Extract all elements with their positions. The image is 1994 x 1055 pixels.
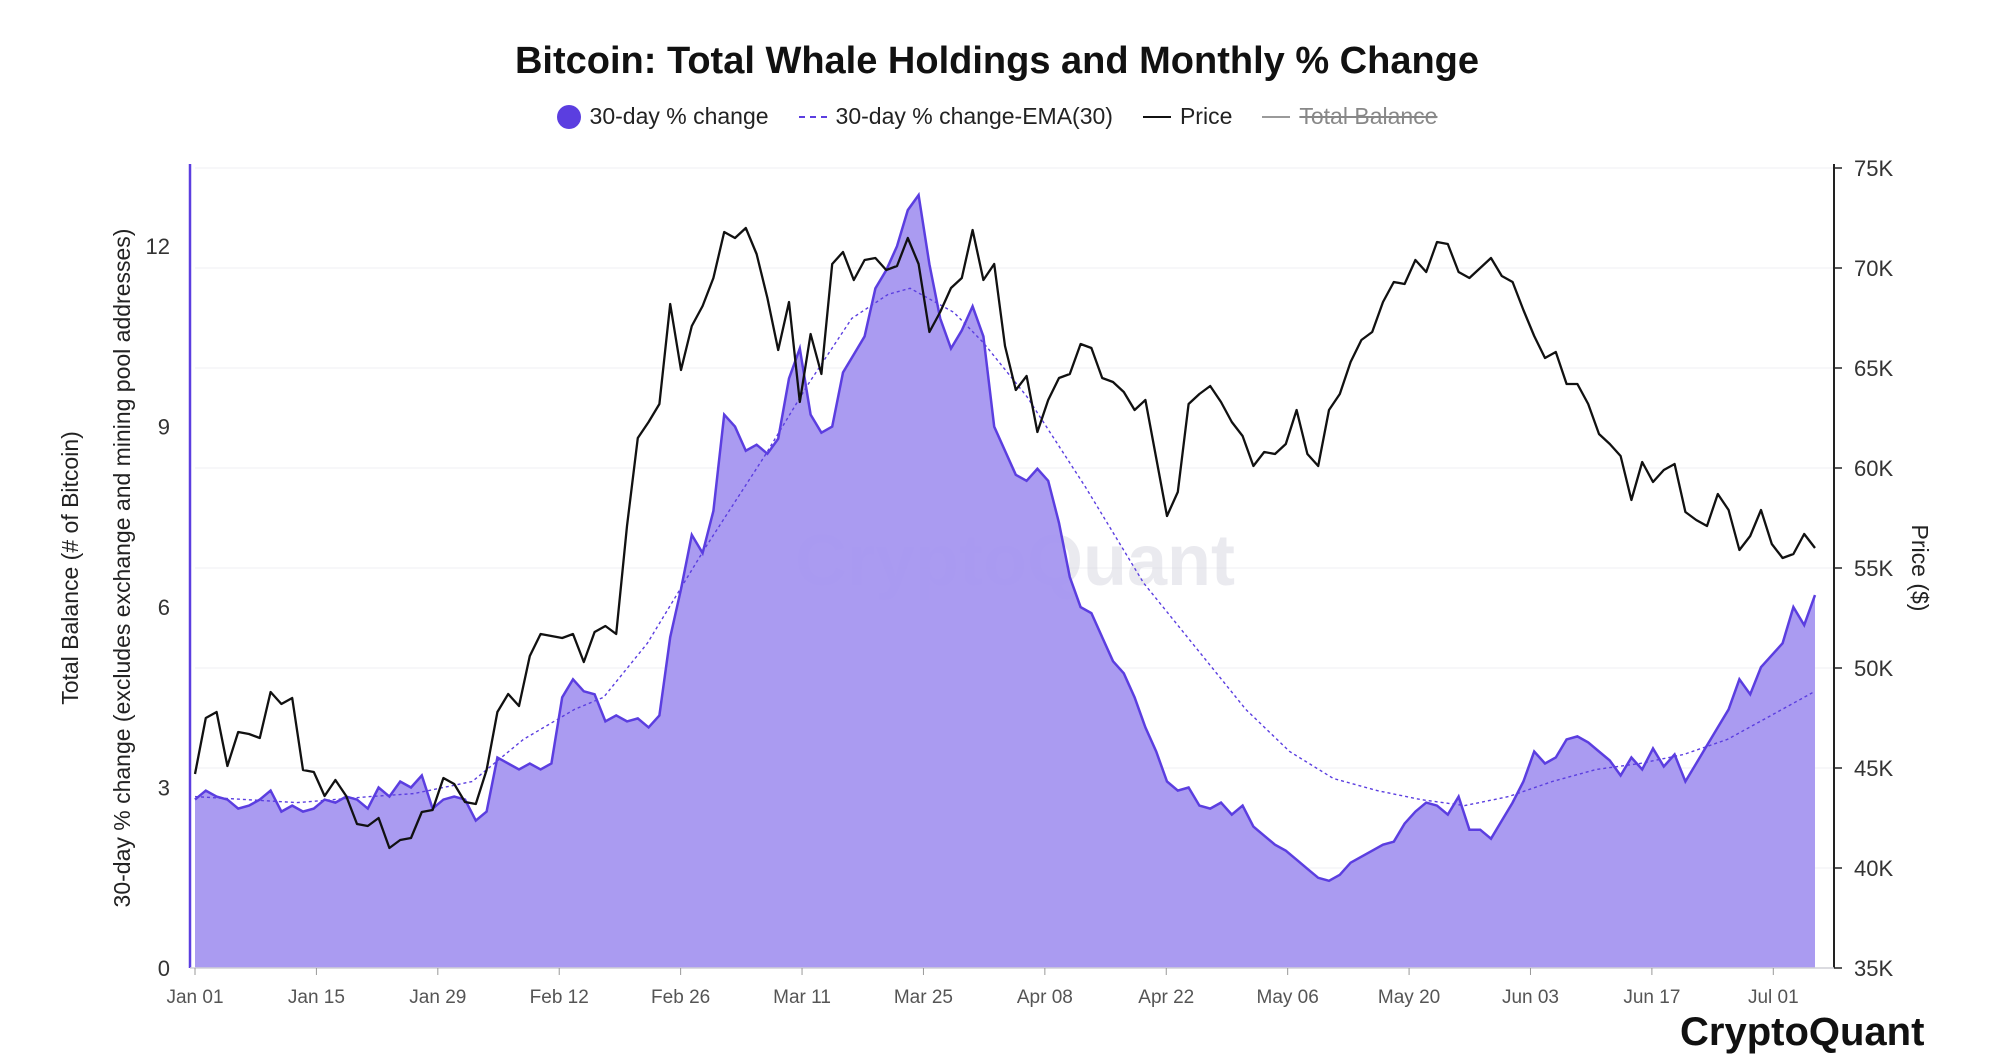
legend-label: Total Balance xyxy=(1299,103,1438,129)
y-right-tick-label: 65K xyxy=(1854,356,1893,381)
legend-item-ema[interactable]: 30-day % change-EMA(30) xyxy=(798,103,1113,130)
x-tick-label: Jan 15 xyxy=(288,987,345,1008)
series-ema-line xyxy=(194,287,1816,807)
legend-item-30-day-change[interactable]: 30-day % change xyxy=(556,103,769,130)
y-right-tick-label: 75K xyxy=(1854,156,1893,181)
legend-dashed-line-icon xyxy=(798,115,827,118)
brand-logo-text: CryptoQuant xyxy=(1680,1010,1925,1054)
legend-label: Price xyxy=(1179,103,1233,129)
x-tick-label: May 06 xyxy=(1257,987,1319,1008)
y-left-tick-label: 9 xyxy=(158,415,170,440)
x-tick-label: Jan 29 xyxy=(409,987,466,1008)
chart-title: Bitcoin: Total Whale Holdings and Monthl… xyxy=(514,40,1480,82)
y-right-tick-label: 70K xyxy=(1854,256,1893,281)
series-30-day-change-line xyxy=(194,191,1817,883)
legend-dot-icon xyxy=(556,104,581,129)
y-right-tick-label: 60K xyxy=(1854,456,1893,481)
y-right-tick-label: 35K xyxy=(1854,956,1893,981)
y-left-tick-label: 12 xyxy=(146,234,170,259)
y-right-tick-label: 40K xyxy=(1854,856,1893,881)
x-tick-label: Feb 26 xyxy=(651,987,710,1008)
x-tick-label: Feb 12 xyxy=(530,987,589,1008)
x-tick-label: Jan 01 xyxy=(166,987,223,1008)
x-tick-label: Jun 17 xyxy=(1623,987,1680,1008)
y-right-tick-label: 50K xyxy=(1854,656,1893,681)
y-left-axis-subtitle: 30-day % change (excludes exchange and m… xyxy=(109,229,135,908)
legend-item-price[interactable]: Price xyxy=(1142,103,1233,130)
y-right-axis-title: Price ($) xyxy=(1907,525,1933,612)
chart-plot: CryptoQuant03691235K40K45K50K55K60K65K70… xyxy=(57,156,1933,1008)
x-tick-label: Jun 03 xyxy=(1502,987,1559,1008)
series-30-day-change-area xyxy=(195,195,1815,969)
x-tick-label: Apr 08 xyxy=(1017,987,1073,1008)
y-right-tick-label: 45K xyxy=(1854,756,1893,781)
x-tick-label: Jul 01 xyxy=(1748,987,1799,1008)
chart-legend: 30-day % change 30-day % change-EMA(30) … xyxy=(0,103,1994,130)
legend-label: 30-day % change-EMA(30) xyxy=(835,103,1113,129)
y-left-axis-title: Total Balance (# of Bitcoin) xyxy=(57,431,83,705)
legend-item-total-balance[interactable]: Total Balance xyxy=(1262,103,1437,130)
x-tick-label: May 20 xyxy=(1378,987,1440,1008)
x-tick-label: Mar 11 xyxy=(773,987,831,1008)
series-price-line xyxy=(193,226,1816,850)
y-left-tick-label: 6 xyxy=(158,595,170,620)
y-left-tick-label: 3 xyxy=(158,776,170,801)
legend-line-icon xyxy=(1262,115,1291,118)
x-tick-label: Mar 25 xyxy=(894,987,953,1008)
legend-line-icon xyxy=(1142,115,1171,118)
legend-label: 30-day % change xyxy=(589,103,769,129)
x-tick-label: Apr 22 xyxy=(1138,987,1194,1008)
y-right-tick-label: 55K xyxy=(1854,556,1893,581)
y-left-tick-label: 0 xyxy=(158,956,170,981)
